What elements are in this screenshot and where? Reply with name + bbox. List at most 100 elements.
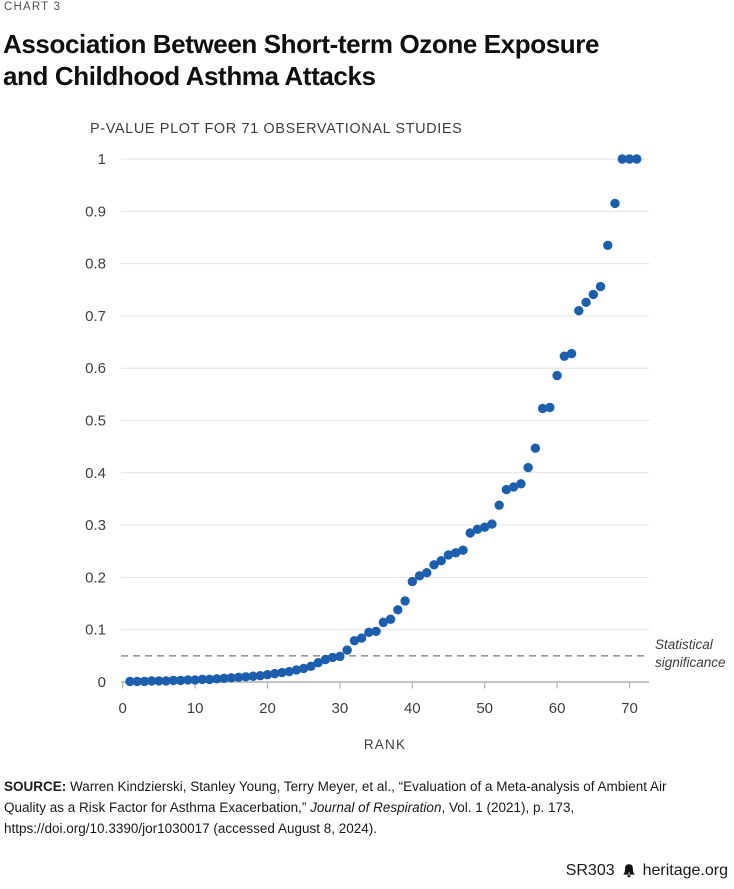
y-axis-label: 1	[98, 151, 106, 168]
scatter-point	[132, 676, 142, 687]
scatter-point	[139, 676, 150, 687]
scatter-point	[183, 675, 193, 685]
significance-annotation: Statistical significance	[655, 636, 733, 671]
scatter-point	[610, 198, 620, 209]
scatter-point	[617, 154, 627, 164]
scatter-point	[465, 528, 475, 538]
scatter-point	[356, 633, 367, 643]
scatter-point	[284, 666, 294, 677]
significance-annotation-line1: Statistical	[655, 637, 713, 652]
scatter-point	[146, 676, 157, 686]
scatter-point	[393, 605, 403, 615]
scatter-point	[603, 240, 613, 250]
y-axis-label: 0.7	[85, 308, 106, 325]
y-axis-label: 0.3	[85, 517, 106, 534]
scatter-point	[400, 596, 410, 606]
x-axis-title: RANK	[364, 737, 406, 752]
scatter-point	[291, 665, 302, 675]
scatter-point	[233, 672, 244, 682]
x-axis-tick-label: 20	[259, 700, 276, 717]
scatter-point	[537, 403, 548, 414]
scatter-point	[458, 545, 468, 555]
scatter-point	[501, 484, 512, 495]
scatter-point	[226, 673, 236, 683]
scatter-point	[175, 675, 186, 686]
scatter-point	[595, 281, 606, 292]
source-label: SOURCE:	[4, 779, 67, 794]
x-axis-tick-label: 0	[119, 700, 127, 717]
source-text-before: Warren Kindzierski, Stanley Young, Terry…	[4, 779, 667, 815]
scatter-point	[161, 676, 171, 686]
scatter-point	[414, 571, 425, 581]
scatter-point	[277, 667, 287, 678]
scatter-point	[248, 671, 258, 681]
scatter-point	[429, 560, 439, 570]
scatter-point	[530, 443, 541, 453]
scatter-point	[299, 663, 309, 674]
significance-annotation-line2: significance	[655, 654, 726, 670]
scatter-point	[154, 676, 164, 686]
scatter-point	[574, 305, 584, 316]
scatter-point	[559, 351, 570, 361]
chart-title-line2: and Childhood Asthma Attacks	[3, 61, 376, 91]
chart-kicker: CHART 3	[4, 1, 62, 13]
scatter-point	[545, 402, 555, 413]
y-axis-label: 0.4	[85, 465, 106, 482]
scatter-point	[480, 522, 490, 532]
scatter-point	[487, 519, 497, 529]
scatter-point	[349, 635, 360, 646]
scatter-point	[342, 645, 352, 655]
x-axis-tick-label: 40	[404, 700, 421, 717]
scatter-point	[204, 674, 215, 685]
scatter-point	[262, 669, 273, 680]
y-axis-label: 0.8	[85, 256, 106, 273]
scatter-point	[566, 348, 577, 359]
x-axis-tick-label: 70	[621, 700, 638, 717]
scatter-point	[212, 674, 222, 684]
scatter-point	[378, 617, 389, 628]
scatter-point	[241, 672, 251, 682]
heritage-bell-icon	[623, 864, 635, 878]
scatter-point	[364, 627, 374, 638]
scatter-point	[624, 154, 635, 164]
scatter-point	[632, 154, 642, 164]
source-note: SOURCE: Warren Kindzierski, Stanley Youn…	[4, 776, 710, 839]
scatter-point	[451, 548, 461, 558]
scatter-point	[552, 370, 562, 381]
y-axis-label: 0.6	[85, 360, 106, 377]
scatter-point	[581, 297, 591, 308]
chart-title: Association Between Short-term Ozone Exp…	[3, 28, 683, 92]
x-axis-tick-label: 50	[476, 700, 493, 717]
x-axis-tick-label: 30	[332, 700, 349, 717]
scatter-point	[219, 673, 229, 684]
scatter-point	[371, 626, 381, 636]
source-text-after: , Vol. 1 (2021), p. 173, https://doi.org…	[4, 800, 575, 836]
y-axis-label: 0	[98, 674, 106, 691]
heritage-url: heritage.org	[642, 862, 728, 879]
scatter-point	[327, 652, 338, 663]
scatter-point	[385, 614, 396, 624]
scatter-point	[197, 674, 208, 685]
scatter-point	[255, 671, 265, 681]
chart-subtitle: P-VALUE PLOT FOR 71 OBSERVATIONAL STUDIE…	[90, 121, 463, 137]
scatter-point	[270, 668, 280, 679]
scatter-point	[320, 654, 331, 665]
scatter-point	[407, 576, 417, 587]
scatter-point	[516, 479, 526, 489]
scatter-point	[335, 651, 345, 662]
x-axis-tick-label: 10	[187, 700, 204, 717]
scatter-point	[306, 661, 316, 672]
y-axis-label: 0.5	[85, 413, 106, 430]
scatter-point	[436, 555, 446, 566]
scatter-point	[168, 675, 179, 686]
scatter-point	[443, 550, 454, 560]
chart-title-line1: Association Between Short-term Ozone Exp…	[3, 29, 600, 59]
y-axis-label: 0.1	[85, 622, 106, 639]
scatter-point	[588, 289, 598, 300]
scatter-point	[422, 567, 432, 578]
scatter-point	[125, 676, 135, 687]
y-axis-label: 0.9	[85, 203, 106, 220]
scatter-point	[190, 675, 200, 685]
